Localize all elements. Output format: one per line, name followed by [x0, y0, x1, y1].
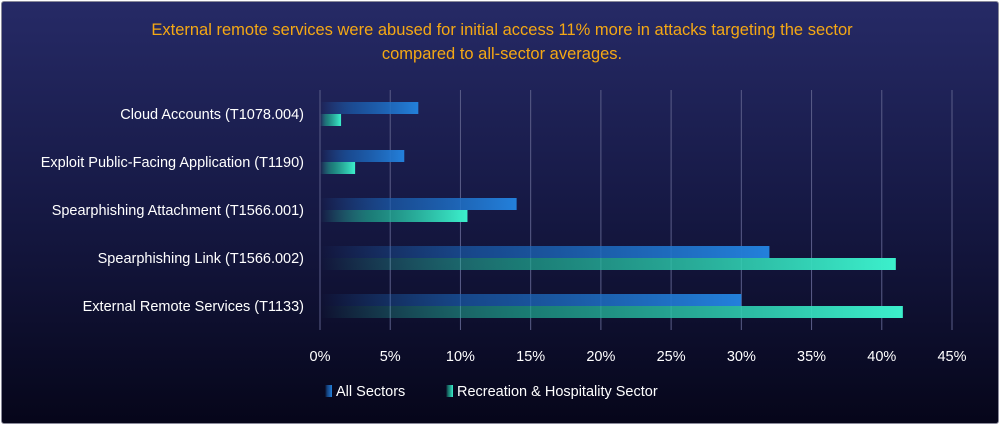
- category-label: Cloud Accounts (T1078.004): [120, 107, 304, 123]
- bar-recreation-1: [320, 162, 356, 174]
- x-tick-label: 30%: [727, 349, 756, 365]
- x-tick-labels: 0% 5% 10% 15% 20% 25% 30% 35% 40% 45%: [310, 349, 967, 365]
- x-tick-label: 25%: [657, 349, 686, 365]
- bar-all-sectors-4: [320, 294, 742, 306]
- x-tick-label: 40%: [867, 349, 896, 365]
- category-label: Spearphishing Link (T1566.002): [98, 251, 304, 267]
- legend-label-all-sectors: All Sectors: [336, 384, 405, 400]
- x-tick-label: 5%: [380, 349, 401, 365]
- category-label: External Remote Services (T1133): [83, 299, 304, 315]
- legend: All Sectors Recreation & Hospitality Sect…: [325, 384, 658, 400]
- bar-all-sectors-0: [320, 102, 419, 114]
- x-tick-label: 20%: [586, 349, 615, 365]
- x-tick-label: 0%: [310, 349, 331, 365]
- x-tick-label: 10%: [446, 349, 475, 365]
- chart-title-line-2: compared to all-sector averages.: [381, 45, 623, 63]
- bar-all-sectors-2: [320, 198, 517, 210]
- category-labels: Cloud Accounts (T1078.004) Exploit Public…: [41, 107, 304, 315]
- bar-all-sectors-3: [320, 246, 770, 258]
- legend-swatch-recreation: [446, 385, 453, 397]
- bar-recreation-3: [320, 258, 896, 270]
- legend-label-recreation: Recreation & Hospitality Sector: [457, 384, 658, 400]
- chart-title: External remote services were abused for…: [2, 18, 998, 66]
- category-label: Spearphishing Attachment (T1566.001): [52, 203, 304, 219]
- bar-recreation-2: [320, 210, 468, 222]
- x-tick-label: 35%: [797, 349, 826, 365]
- x-tick-label: 45%: [937, 349, 966, 365]
- bars: [320, 102, 903, 318]
- bar-all-sectors-1: [320, 150, 405, 162]
- category-label: Exploit Public-Facing Application (T1190…: [41, 155, 304, 171]
- bar-recreation-0: [320, 114, 342, 126]
- chart-title-line-1: External remote services were abused for…: [151, 21, 853, 39]
- bar-recreation-4: [320, 306, 903, 318]
- legend-swatch-all-sectors: [325, 385, 332, 397]
- x-tick-label: 15%: [516, 349, 545, 365]
